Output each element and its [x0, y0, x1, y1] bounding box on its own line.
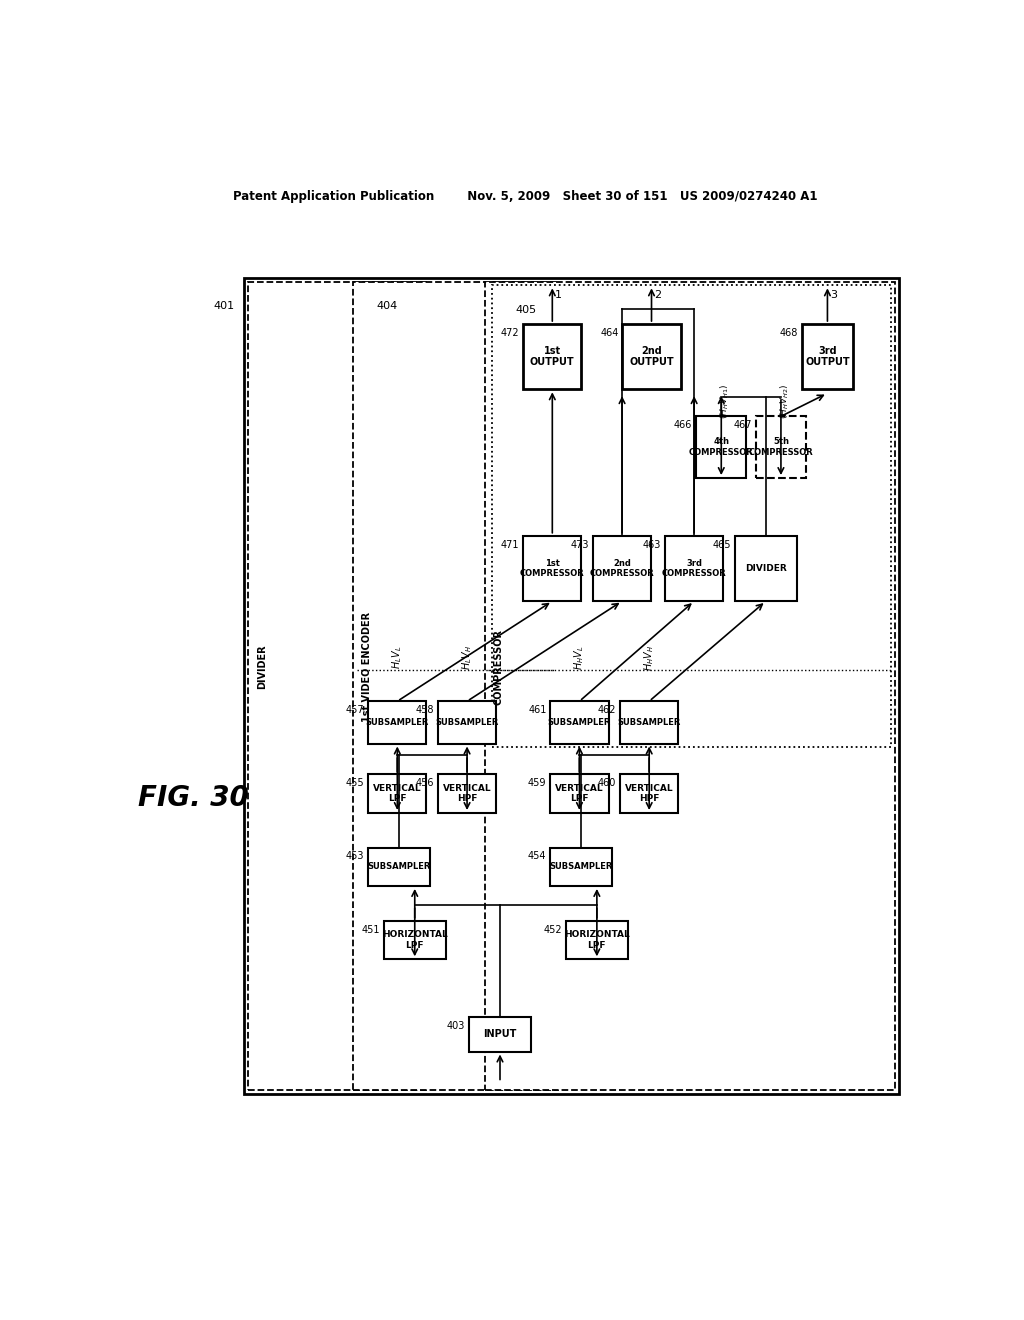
Bar — [623, 323, 681, 389]
Text: SUBSAMPLER: SUBSAMPLER — [435, 718, 499, 727]
Bar — [756, 416, 806, 478]
Text: VERTICAL
HPF: VERTICAL HPF — [625, 784, 674, 804]
Bar — [438, 701, 496, 743]
Bar — [593, 536, 651, 601]
Text: 460: 460 — [598, 779, 616, 788]
Text: INPUT: INPUT — [483, 1030, 517, 1039]
Text: SUBSAMPLER: SUBSAMPLER — [368, 862, 431, 871]
Bar — [352, 281, 558, 1090]
Bar — [802, 323, 853, 389]
Text: 467: 467 — [733, 420, 752, 430]
Bar — [621, 775, 678, 813]
Text: Patent Application Publication        Nov. 5, 2009   Sheet 30 of 151   US 2009/0: Patent Application Publication Nov. 5, 2… — [232, 190, 817, 203]
Text: 468: 468 — [780, 327, 799, 338]
Bar — [696, 416, 746, 478]
Text: 466: 466 — [674, 420, 692, 430]
Text: 457: 457 — [346, 705, 365, 715]
Bar — [384, 921, 445, 960]
Text: VERTICAL
LPF: VERTICAL LPF — [555, 784, 604, 804]
Text: SUBSAMPLER: SUBSAMPLER — [617, 718, 681, 727]
Text: 403: 403 — [446, 1020, 465, 1031]
Bar — [369, 701, 426, 743]
Text: 4th
COMPRESSOR: 4th COMPRESSOR — [689, 437, 754, 457]
Text: VERTICAL
LPF: VERTICAL LPF — [373, 784, 422, 804]
Text: $H_LV_H$: $H_LV_H$ — [460, 645, 474, 669]
Text: DIVIDER: DIVIDER — [257, 644, 267, 689]
Text: 458: 458 — [416, 705, 434, 715]
Text: 3rd
OUTPUT: 3rd OUTPUT — [805, 346, 850, 367]
Bar — [245, 277, 899, 1094]
Bar — [735, 536, 797, 601]
Text: 455: 455 — [346, 779, 365, 788]
Text: 451: 451 — [361, 924, 380, 935]
Text: 456: 456 — [416, 779, 434, 788]
Text: $(H_HV_{H1})$: $(H_HV_{H1})$ — [719, 383, 731, 418]
Text: SUBSAMPLER: SUBSAMPLER — [550, 862, 613, 871]
Bar — [248, 281, 426, 1090]
Text: 454: 454 — [528, 851, 547, 862]
Text: SUBSAMPLER: SUBSAMPLER — [366, 718, 429, 727]
Text: 452: 452 — [544, 924, 562, 935]
Text: 401: 401 — [214, 301, 234, 310]
Text: $H_LV_L$: $H_LV_L$ — [390, 645, 404, 669]
Bar — [550, 775, 608, 813]
Text: 471: 471 — [501, 540, 519, 549]
Bar — [469, 1016, 531, 1052]
Text: 1st
COMPRESSOR: 1st COMPRESSOR — [520, 558, 585, 578]
Text: DIVIDER: DIVIDER — [744, 564, 786, 573]
Text: HORIZONTAL
LPF: HORIZONTAL LPF — [382, 931, 447, 949]
Text: 2nd
COMPRESSOR: 2nd COMPRESSOR — [590, 558, 654, 578]
Text: 3: 3 — [830, 290, 838, 301]
Bar — [523, 323, 582, 389]
Text: 405: 405 — [515, 305, 537, 314]
Text: 1st VIDEO ENCODER: 1st VIDEO ENCODER — [361, 611, 372, 722]
Text: 463: 463 — [643, 540, 662, 549]
Text: 5th
COMPRESSOR: 5th COMPRESSOR — [749, 437, 813, 457]
Bar — [550, 701, 608, 743]
Text: FIG. 30: FIG. 30 — [138, 784, 249, 812]
Text: 473: 473 — [570, 540, 589, 549]
Bar — [621, 701, 678, 743]
Text: 1st
OUTPUT: 1st OUTPUT — [530, 346, 574, 367]
Bar — [566, 921, 628, 960]
Bar — [493, 285, 891, 747]
Bar — [369, 775, 426, 813]
Text: 459: 459 — [528, 779, 547, 788]
Text: 472: 472 — [501, 327, 519, 338]
Text: 2: 2 — [654, 290, 662, 301]
Text: 453: 453 — [346, 851, 365, 862]
Text: 2nd
OUTPUT: 2nd OUTPUT — [629, 346, 674, 367]
Text: 464: 464 — [600, 327, 618, 338]
Text: SUBSAMPLER: SUBSAMPLER — [548, 718, 611, 727]
Text: $H_HV_H$: $H_HV_H$ — [642, 644, 656, 671]
Bar — [550, 847, 612, 886]
Text: 1: 1 — [555, 290, 562, 301]
Bar — [369, 847, 430, 886]
Text: COMPRESSOR: COMPRESSOR — [494, 628, 504, 705]
Text: 404: 404 — [376, 301, 397, 310]
Text: 465: 465 — [713, 540, 731, 549]
Text: HORIZONTAL
LPF: HORIZONTAL LPF — [564, 931, 630, 949]
Text: $H_HV_L$: $H_HV_L$ — [572, 645, 587, 669]
Text: 462: 462 — [598, 705, 616, 715]
Bar — [484, 281, 895, 1090]
Text: 3rd
COMPRESSOR: 3rd COMPRESSOR — [662, 558, 726, 578]
Text: 461: 461 — [528, 705, 547, 715]
Bar — [438, 775, 496, 813]
Text: $(H_HV_{H2})$: $(H_HV_{H2})$ — [778, 383, 792, 418]
Bar — [523, 536, 582, 601]
Bar — [665, 536, 723, 601]
Text: VERTICAL
HPF: VERTICAL HPF — [442, 784, 492, 804]
